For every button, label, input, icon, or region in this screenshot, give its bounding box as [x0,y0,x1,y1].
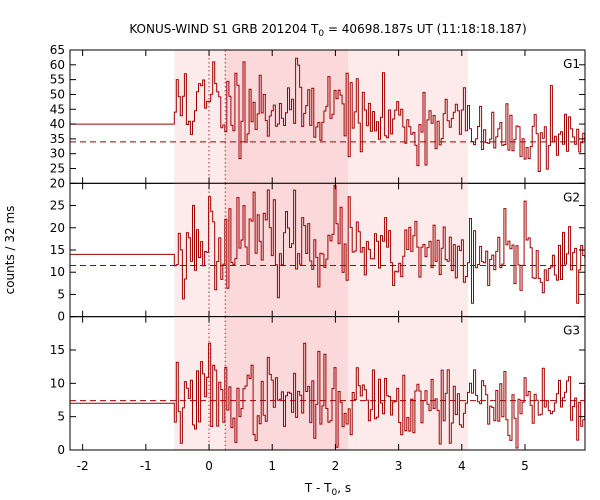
x-axis-title: T - T0, s [304,481,351,498]
x-tick-label: 2 [332,459,340,473]
y-tick-label: 25 [50,162,65,176]
y-tick-label: 10 [50,376,65,390]
y-tick-label: 35 [50,132,65,146]
y-tick-label: 15 [50,343,65,357]
lightcurve-g2 [70,185,586,304]
y-tick-label: 5 [57,410,65,424]
y-axis-title: counts / 32 ms [3,206,17,295]
panel-g3: 0 5 10 15 G3 [50,316,586,457]
y-tick-label: 0 [57,443,65,457]
panel-label-g3: G3 [563,324,580,338]
panels: 20253035404550556065G10510152025G2051015… [50,43,586,473]
y-tick-label: 20 [50,221,65,235]
y-tick-label: 20 [50,176,65,190]
chart-title: KONUS-WIND S1 GRB 201204 T0 = 40698.187s… [129,22,526,39]
y-tick-label: 15 [50,243,65,257]
lightcurve-g1 [70,57,586,172]
lightcurve-g3 [70,342,586,449]
x-tick-label: -1 [140,459,152,473]
shaded-region-2 [225,183,349,317]
shaded-region-2 [225,50,349,184]
y-tick-label: 40 [50,117,65,131]
x-tick-label: -2 [77,459,89,473]
panel-label-g1: G1 [563,57,580,71]
y-tick-label: 5 [57,287,65,301]
x-tick-label: 3 [395,459,403,473]
y-tick-label: 50 [50,87,65,101]
x-tick-label: 0 [205,459,213,473]
x-tick-label: 5 [521,459,529,473]
y-tick-label: 0 [57,310,65,324]
panel-label-g2: G2 [563,190,580,204]
y-tick-label: 45 [50,102,65,116]
y-tick-label: 65 [50,43,65,57]
x-tick-labels: -2 -1 0 1 2 3 4 5 [77,459,529,473]
panel-g2: 0 5 10 15 20 25 G2 [50,182,586,324]
shaded-region-2 [225,316,349,450]
y-tick-label: 60 [50,58,65,72]
x-tick-label: 4 [458,459,466,473]
x-tick-label: 1 [268,459,276,473]
y-tick-label: 30 [50,147,65,161]
y-tick-label: 55 [50,73,65,87]
y-tick-label: 10 [50,265,65,279]
y-tick-label: 25 [50,199,65,213]
